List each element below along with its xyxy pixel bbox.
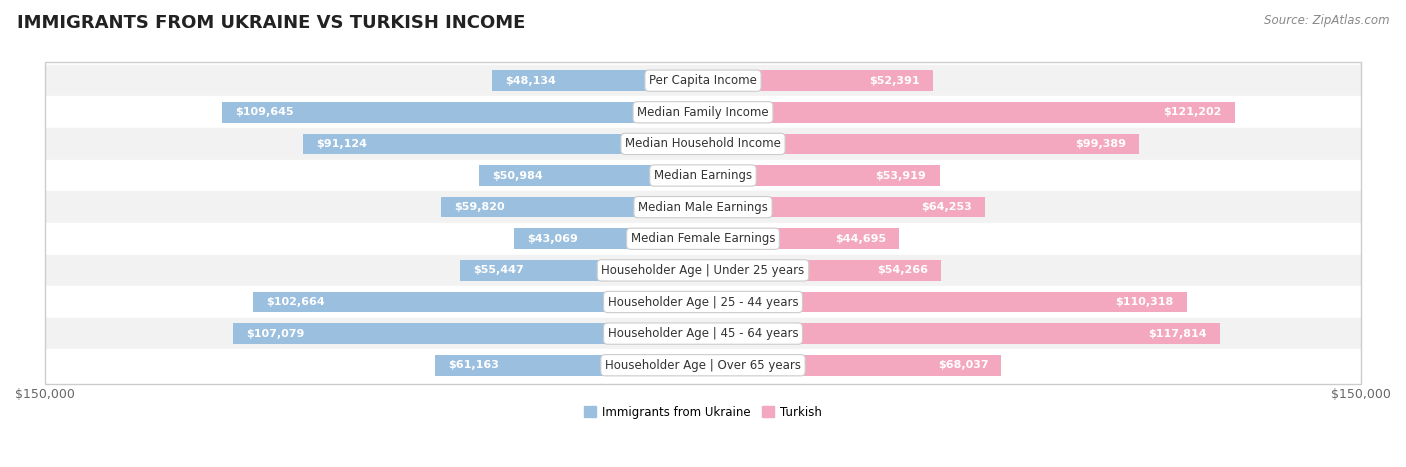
Bar [515, 228, 703, 249]
Text: Median Male Earnings: Median Male Earnings [638, 201, 768, 213]
Text: $68,037: $68,037 [938, 360, 988, 370]
Text: Median Female Earnings: Median Female Earnings [631, 232, 775, 245]
Bar [703, 134, 1139, 154]
Text: $110,318: $110,318 [1115, 297, 1174, 307]
Bar [703, 102, 1234, 122]
Bar [45, 160, 1361, 191]
Text: $48,134: $48,134 [505, 76, 555, 85]
Bar [703, 323, 1220, 344]
Text: $102,664: $102,664 [266, 297, 325, 307]
Text: Source: ZipAtlas.com: Source: ZipAtlas.com [1264, 14, 1389, 27]
Text: $117,814: $117,814 [1149, 329, 1206, 339]
Text: $59,820: $59,820 [454, 202, 505, 212]
Bar [45, 128, 1361, 160]
Text: Householder Age | 25 - 44 years: Householder Age | 25 - 44 years [607, 296, 799, 309]
Bar [703, 260, 941, 281]
Text: $61,163: $61,163 [449, 360, 499, 370]
Bar [45, 318, 1361, 349]
Text: IMMIGRANTS FROM UKRAINE VS TURKISH INCOME: IMMIGRANTS FROM UKRAINE VS TURKISH INCOM… [17, 14, 526, 32]
Bar [703, 355, 1001, 375]
Bar [45, 97, 1361, 128]
Text: $44,695: $44,695 [835, 234, 886, 244]
Text: Householder Age | Over 65 years: Householder Age | Over 65 years [605, 359, 801, 372]
Text: $64,253: $64,253 [921, 202, 972, 212]
Text: Median Household Income: Median Household Income [626, 137, 780, 150]
Text: $43,069: $43,069 [527, 234, 578, 244]
Text: Median Earnings: Median Earnings [654, 169, 752, 182]
Bar [440, 197, 703, 218]
Text: $50,984: $50,984 [492, 170, 543, 181]
Bar [460, 260, 703, 281]
Text: $91,124: $91,124 [316, 139, 367, 149]
Text: $121,202: $121,202 [1163, 107, 1222, 117]
Text: Householder Age | Under 25 years: Householder Age | Under 25 years [602, 264, 804, 277]
Bar [253, 292, 703, 312]
Bar [703, 228, 898, 249]
Bar [45, 223, 1361, 255]
Bar [45, 65, 1361, 97]
Bar [479, 165, 703, 186]
Bar [703, 292, 1187, 312]
Text: $53,919: $53,919 [876, 170, 927, 181]
Legend: Immigrants from Ukraine, Turkish: Immigrants from Ukraine, Turkish [579, 401, 827, 424]
Bar [45, 255, 1361, 286]
Bar [233, 323, 703, 344]
Text: $107,079: $107,079 [246, 329, 305, 339]
Bar [434, 355, 703, 375]
Bar [45, 62, 1361, 384]
Bar [45, 349, 1361, 381]
Bar [45, 191, 1361, 223]
Bar [703, 165, 939, 186]
Text: $54,266: $54,266 [877, 265, 928, 276]
Bar [703, 197, 984, 218]
Text: $99,389: $99,389 [1074, 139, 1126, 149]
Text: Householder Age | 45 - 64 years: Householder Age | 45 - 64 years [607, 327, 799, 340]
Bar [304, 134, 703, 154]
Text: Per Capita Income: Per Capita Income [650, 74, 756, 87]
Bar [45, 286, 1361, 318]
Bar [222, 102, 703, 122]
Text: $55,447: $55,447 [472, 265, 523, 276]
Bar [492, 71, 703, 91]
Text: $109,645: $109,645 [235, 107, 294, 117]
Text: Median Family Income: Median Family Income [637, 106, 769, 119]
Bar [703, 71, 932, 91]
Text: $52,391: $52,391 [869, 76, 920, 85]
